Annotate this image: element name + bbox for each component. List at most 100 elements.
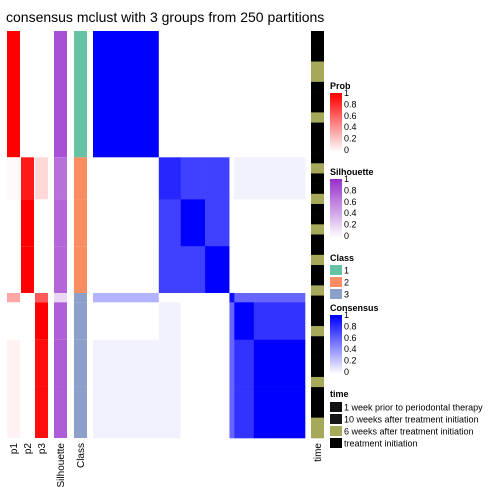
annot-cell-silhouette — [54, 31, 67, 158]
column-label-p3: p3 — [37, 443, 48, 455]
consensus-cell — [158, 31, 182, 158]
time-cell — [311, 397, 324, 408]
consensus-legend-swatch — [330, 373, 342, 376]
column-label-silhouette: Silhouette — [56, 443, 67, 488]
consensus-legend-swatch — [330, 327, 342, 330]
consensus-legend-swatch — [330, 317, 342, 320]
time-cell — [311, 51, 324, 62]
consensus-legend-swatch — [330, 347, 342, 350]
annot-cell-p3 — [35, 246, 48, 293]
prob-legend-swatch — [330, 133, 342, 136]
consensus-cell — [234, 302, 255, 341]
prob-legend-swatch — [330, 99, 342, 102]
prob-legend-swatch — [330, 149, 342, 152]
prob-legend-swatch — [330, 123, 342, 126]
time-cell — [311, 234, 324, 245]
prob-legend-swatch — [330, 95, 342, 98]
consensus-cell — [205, 157, 230, 200]
silhouette-legend-swatch — [330, 209, 342, 212]
consensus-legend-swatch — [330, 321, 342, 324]
consensus-cell — [93, 292, 160, 303]
annot-cell-p2 — [21, 157, 34, 200]
silhouette-legend-swatch — [330, 235, 342, 238]
silhouette-legend-swatch — [330, 205, 342, 208]
silhouette-legend-swatch — [330, 185, 342, 188]
consensus-legend-tick: 0.6 — [344, 333, 357, 343]
prob-legend-swatch — [330, 117, 342, 120]
silhouette-legend-swatch — [330, 213, 342, 216]
time-cell — [311, 305, 324, 317]
consensus-cell — [278, 31, 306, 158]
class-legend-label: 2 — [344, 278, 349, 288]
consensus-cell — [234, 157, 255, 200]
consensus-cell — [253, 292, 279, 303]
consensus-legend-swatch — [330, 363, 342, 366]
consensus-legend-swatch — [330, 331, 342, 334]
prob-legend-swatch — [330, 143, 342, 146]
time-cell — [311, 214, 324, 225]
class-legend-swatch — [330, 289, 342, 299]
consensus-cell — [158, 199, 182, 247]
annot-cell-p2 — [21, 246, 34, 293]
consensus-legend-tick: 0.2 — [344, 356, 357, 366]
time-cell — [311, 356, 324, 368]
silhouette-legend-swatch — [330, 215, 342, 218]
annotation-columns — [7, 31, 87, 438]
annot-cell-silhouette — [54, 339, 67, 387]
prob-legend-tick: 0.4 — [344, 122, 357, 132]
consensus-legend-swatch — [330, 323, 342, 326]
annot-cell-p1 — [7, 386, 20, 438]
prob-legend-swatch — [330, 103, 342, 106]
consensus-cell — [158, 292, 182, 303]
silhouette-legend-swatch — [330, 231, 342, 234]
annot-cell-p3 — [35, 292, 48, 303]
class-legend-label: 3 — [344, 290, 349, 300]
annot-cell-class — [74, 292, 87, 303]
prob-legend-swatch — [330, 137, 342, 140]
time-cell — [311, 244, 324, 256]
consensus-cell — [278, 157, 306, 200]
time-cell — [311, 254, 324, 266]
time-cell — [311, 387, 324, 398]
annot-cell-p1 — [7, 246, 20, 293]
consensus-cell — [234, 199, 255, 247]
time-cell — [311, 203, 324, 215]
consensus-cell — [205, 246, 230, 294]
consensus-legend-swatch — [330, 365, 342, 368]
consensus-cell — [253, 199, 279, 247]
annot-cell-silhouette — [54, 157, 67, 200]
prob-legend-swatch — [330, 105, 342, 108]
silhouette-legend-swatch — [330, 207, 342, 210]
time-cell — [311, 285, 324, 296]
consensus-cell — [229, 31, 235, 158]
time-cell — [311, 122, 324, 134]
time-cell — [311, 173, 324, 184]
consensus-legend-tick: 0.8 — [344, 321, 357, 331]
time-cell — [311, 112, 324, 123]
consensus-cell — [93, 31, 160, 158]
consensus-cell — [278, 246, 306, 294]
time-annotation-column — [311, 31, 324, 439]
consensus-cell — [229, 339, 235, 387]
consensus-cell — [180, 199, 206, 247]
silhouette-legend-swatch — [330, 199, 342, 202]
silhouette-legend-tick: 0 — [344, 231, 349, 241]
silhouette-legend-swatch — [330, 187, 342, 190]
prob-legend-swatch — [330, 141, 342, 144]
time-cell — [311, 295, 324, 307]
silhouette-legend-swatch — [330, 225, 342, 228]
consensus-cell — [180, 157, 206, 200]
consensus-cell — [278, 292, 306, 303]
annot-cell-p2 — [21, 292, 34, 303]
consensus-legend-swatch — [330, 341, 342, 344]
silhouette-legend-swatch — [330, 229, 342, 232]
silhouette-legend-swatch — [330, 195, 342, 198]
consensus-legend-swatch — [330, 319, 342, 322]
consensus-cell — [205, 386, 230, 439]
time-cell — [311, 31, 324, 42]
consensus-cell — [253, 246, 279, 294]
time-cell — [311, 417, 324, 429]
silhouette-legend-tick: 1 — [344, 174, 349, 184]
prob-legend-swatch — [330, 113, 342, 116]
